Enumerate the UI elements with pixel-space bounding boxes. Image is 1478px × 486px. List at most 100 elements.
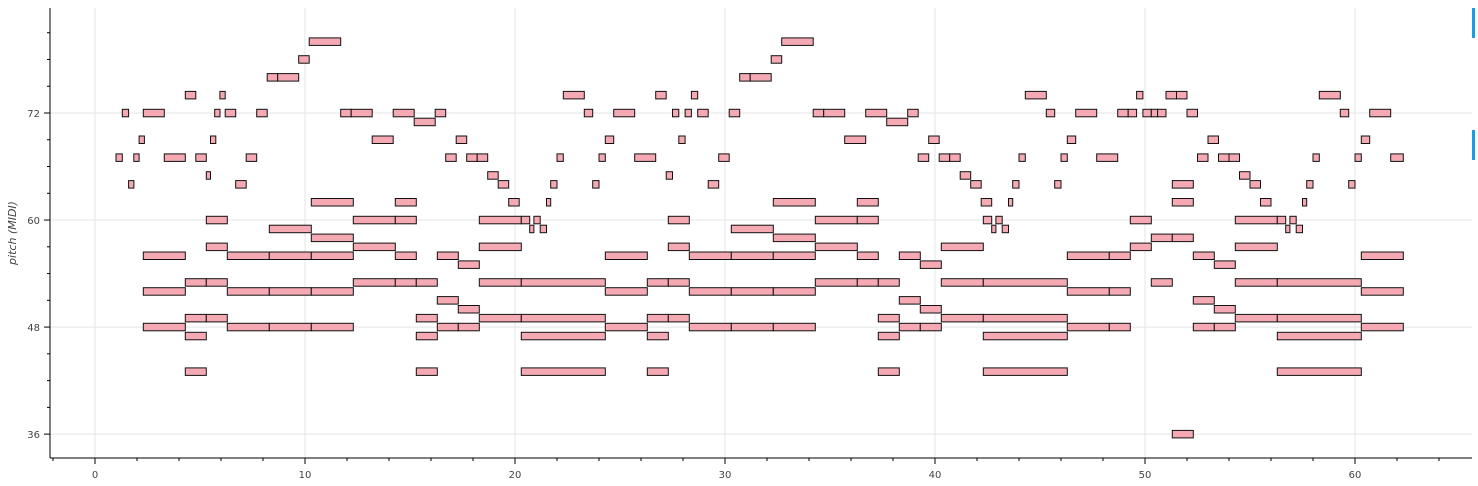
note-bar: [508, 198, 520, 207]
note-bar: [772, 251, 816, 260]
note-bar: [697, 108, 709, 118]
note-bar: [310, 233, 354, 243]
note-bar: [235, 180, 247, 189]
note-bar: [646, 313, 669, 323]
note-bar: [1186, 108, 1198, 118]
note-bar: [814, 278, 858, 287]
note-bar: [718, 153, 730, 162]
x-tick-label: 30: [719, 470, 732, 481]
note-bar: [205, 313, 228, 323]
note-bar: [1302, 198, 1308, 207]
note-bar: [219, 90, 226, 100]
note-bar: [982, 367, 1068, 376]
note-bar: [1234, 242, 1278, 252]
note-bar: [856, 251, 879, 260]
note-bar: [455, 135, 468, 144]
note-bar: [1012, 180, 1020, 189]
note-bar: [665, 171, 674, 180]
note-bar: [730, 287, 774, 296]
note-bar: [684, 108, 692, 118]
note-bar: [529, 224, 535, 234]
note-bar: [268, 251, 312, 260]
note-bar: [1096, 153, 1119, 162]
note-bar: [308, 37, 342, 46]
note-bar: [1192, 251, 1215, 260]
note-bar: [1117, 108, 1129, 118]
note-bar: [1228, 153, 1240, 162]
note-bar: [812, 108, 825, 118]
note-bar: [1276, 278, 1362, 287]
note-bar: [310, 198, 354, 207]
note-bar: [466, 153, 478, 162]
ticks: 0 10 20 30 40 50 60 36 48 60 72: [27, 32, 1440, 481]
note-bar: [1008, 198, 1014, 207]
note-bar: [667, 215, 690, 225]
note-bar: [898, 322, 921, 332]
note-bar: [1142, 108, 1152, 118]
note-bar: [1339, 108, 1350, 118]
note-bar: [919, 305, 942, 314]
note-bar: [1390, 153, 1404, 162]
toolbar-indicator-bottom[interactable]: [1472, 130, 1475, 160]
note-bar: [1348, 180, 1356, 189]
note-bar: [1369, 108, 1392, 118]
note-bar: [1108, 287, 1131, 296]
note-bar: [266, 73, 279, 82]
note-bar: [184, 313, 207, 323]
note-bar: [394, 198, 417, 207]
note-bar: [520, 278, 606, 287]
note-bar: [690, 90, 699, 100]
note-bar: [457, 260, 480, 269]
note-bar: [1234, 278, 1278, 287]
note-bar: [1150, 278, 1173, 287]
note-bar: [340, 108, 352, 118]
note-bar: [1234, 313, 1278, 323]
note-bar: [1276, 313, 1362, 323]
note-bar: [604, 251, 648, 260]
note-bar: [613, 108, 636, 118]
note-bar: [772, 322, 816, 332]
note-bar: [1171, 180, 1194, 189]
note-bar: [1150, 108, 1159, 118]
note-bar: [445, 153, 457, 162]
note-bar: [856, 198, 879, 207]
note-bar: [898, 296, 921, 305]
note-bar: [436, 251, 459, 260]
note-bar: [970, 180, 982, 189]
note-bar: [205, 242, 228, 252]
note-bar: [877, 331, 900, 341]
note-bar: [413, 117, 436, 127]
note-bar: [394, 215, 417, 225]
note-bar: [814, 215, 858, 225]
note-bar: [678, 135, 686, 144]
note-bar: [749, 73, 772, 82]
note-bar: [457, 305, 480, 314]
note-bar: [1312, 153, 1320, 162]
note-bar: [1018, 153, 1026, 162]
note-bar: [598, 153, 606, 162]
note-bar: [142, 251, 186, 260]
note-bar: [1285, 224, 1291, 234]
note-bar: [546, 198, 552, 207]
note-bar: [226, 322, 270, 332]
note-bar: [556, 153, 564, 162]
note-bar: [436, 296, 459, 305]
notes-layer: [115, 37, 1404, 439]
note-bar: [256, 108, 268, 118]
note-bar: [392, 108, 415, 118]
x-tick-label: 0: [92, 470, 98, 481]
note-bar: [371, 135, 394, 144]
note-bar: [667, 278, 690, 287]
note-bar: [310, 251, 354, 260]
note-bar: [195, 153, 207, 162]
note-bar: [550, 180, 558, 189]
note-bar: [1066, 322, 1110, 332]
note-bar: [115, 153, 123, 162]
note-bar: [1318, 90, 1341, 100]
note-bar: [991, 224, 997, 234]
note-bar: [604, 287, 648, 296]
note-bar: [814, 242, 858, 252]
note-bar: [415, 367, 438, 376]
toolbar-indicator-top[interactable]: [1472, 8, 1475, 38]
